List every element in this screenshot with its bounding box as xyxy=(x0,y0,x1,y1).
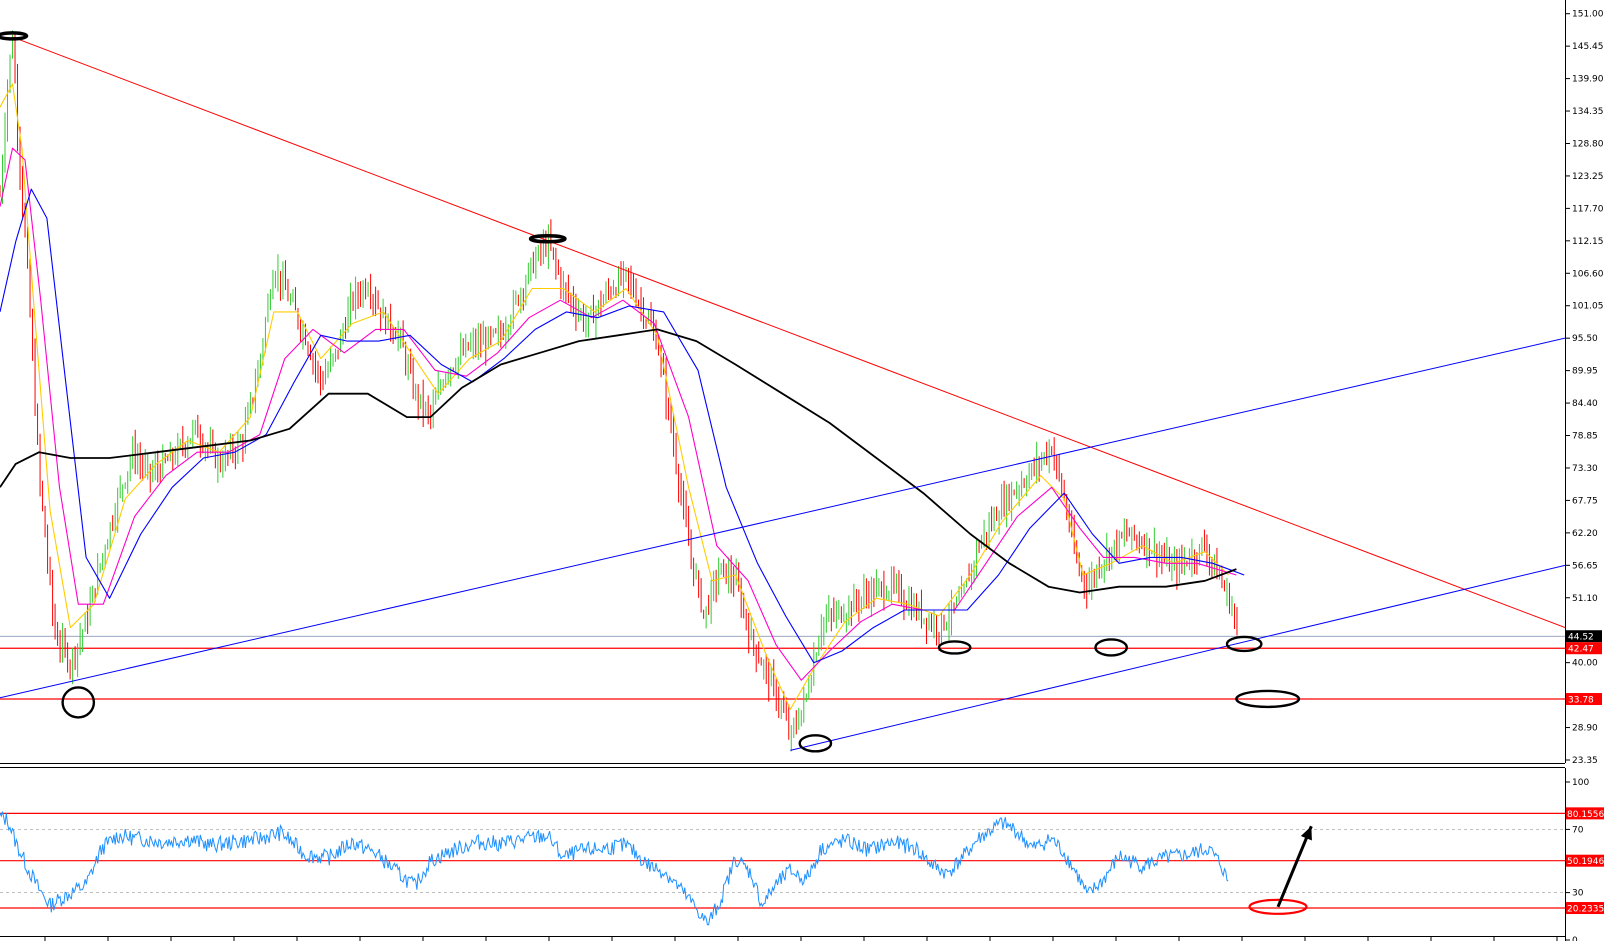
rsi-axis-tick-label: 0 xyxy=(1572,936,1578,941)
price-panel: 151.00 145.45 139.90 134.35 128.80 123.25 117.… xyxy=(0,0,1604,766)
price-axis-tick-label: 40.00 xyxy=(1572,659,1598,669)
trend-line-0 xyxy=(12,36,1565,629)
price-axis-tick-label: 73.30 xyxy=(1572,464,1598,474)
pivot-marker-3 xyxy=(798,734,833,753)
level-badge-1-label: 33.78 xyxy=(1568,696,1594,706)
rsi-target-marker xyxy=(1248,898,1308,915)
price-axis-tick-label: 78.85 xyxy=(1572,432,1598,442)
trend-line-1 xyxy=(0,337,1565,699)
level-badge-1: 33.78 xyxy=(1566,693,1602,706)
projection-arrow-head xyxy=(1300,826,1312,841)
pivot-marker-1 xyxy=(61,686,96,719)
rsi-axis-tick-label: 70 xyxy=(1572,825,1584,835)
price-axis-tick-label: 117.70 xyxy=(1572,204,1604,214)
rsi-level-badge-2: 20.2335 xyxy=(1566,902,1604,915)
rsi-level-badge-label: 80.1556 xyxy=(1567,810,1604,820)
price-axis-tick-label: 151.00 xyxy=(1572,10,1604,20)
pivot-marker-7 xyxy=(1235,689,1301,709)
level-badge-0-label: 42.47 xyxy=(1568,645,1594,655)
pivot-marker-2 xyxy=(528,234,567,244)
price-axis-tick-label: 112.15 xyxy=(1572,237,1604,247)
price-axis-tick-label: 89.95 xyxy=(1572,367,1598,377)
rsi-panel: 100 70 30 0 80.1556 50.1946 20.2335 xyxy=(0,768,1604,941)
moving-average-ma-long xyxy=(0,328,1237,594)
rsi-series-line xyxy=(0,811,1229,926)
rsi-level-badge-label: 50.1946 xyxy=(1567,857,1604,867)
price-axis-tick-label: 28.90 xyxy=(1572,724,1598,734)
price-axis-tick-label: 51.10 xyxy=(1572,594,1598,604)
projection-arrow-shaft xyxy=(1276,825,1313,908)
price-axis-tick-label: 56.65 xyxy=(1572,561,1598,571)
rsi-level-badge-0: 80.1556 xyxy=(1566,807,1604,820)
pivot-marker-4 xyxy=(937,640,972,655)
pivot-marker-6 xyxy=(1225,635,1263,653)
rsi-axis-tick-label: 30 xyxy=(1572,889,1584,899)
rsi-level-badge-label: 20.2335 xyxy=(1567,905,1604,915)
rsi-level-badge-1: 50.1946 xyxy=(1566,854,1604,867)
rsi-axis-tick-label: 100 xyxy=(1572,778,1589,788)
pivot-marker-0 xyxy=(0,31,29,41)
price-axis-tick-label: 84.40 xyxy=(1572,399,1598,409)
price-axis-tick-label: 62.20 xyxy=(1572,529,1598,539)
level-badge-0: 42.47 xyxy=(1566,642,1602,655)
price-axis-tick-label: 134.35 xyxy=(1572,107,1604,117)
price-axis-tick-label: 95.50 xyxy=(1572,334,1598,344)
trend-line-2 xyxy=(790,564,1565,751)
price-axis-tick-label: 139.90 xyxy=(1572,75,1604,85)
moving-average-ma-fast xyxy=(0,83,1229,710)
moving-average-ma-slow xyxy=(0,188,1245,664)
price-axis-tick-label: 106.60 xyxy=(1572,269,1604,279)
price-axis-tick-label: 145.45 xyxy=(1572,42,1604,52)
pivot-marker-5 xyxy=(1094,638,1128,657)
price-axis-tick-label: 101.05 xyxy=(1572,302,1604,312)
current-price-badge: 44.52 xyxy=(1566,630,1602,643)
price-axis-tick-label: 128.80 xyxy=(1572,139,1604,149)
time-axis-ticks xyxy=(44,936,1558,941)
price-axis-tick-label: 23.35 xyxy=(1572,756,1598,766)
price-axis-tick-label: 123.25 xyxy=(1572,172,1604,182)
price-axis-tick-label: 67.75 xyxy=(1572,496,1598,506)
moving-average-ma-mid xyxy=(0,147,1237,681)
current-price-badge-label: 44.52 xyxy=(1568,633,1594,643)
